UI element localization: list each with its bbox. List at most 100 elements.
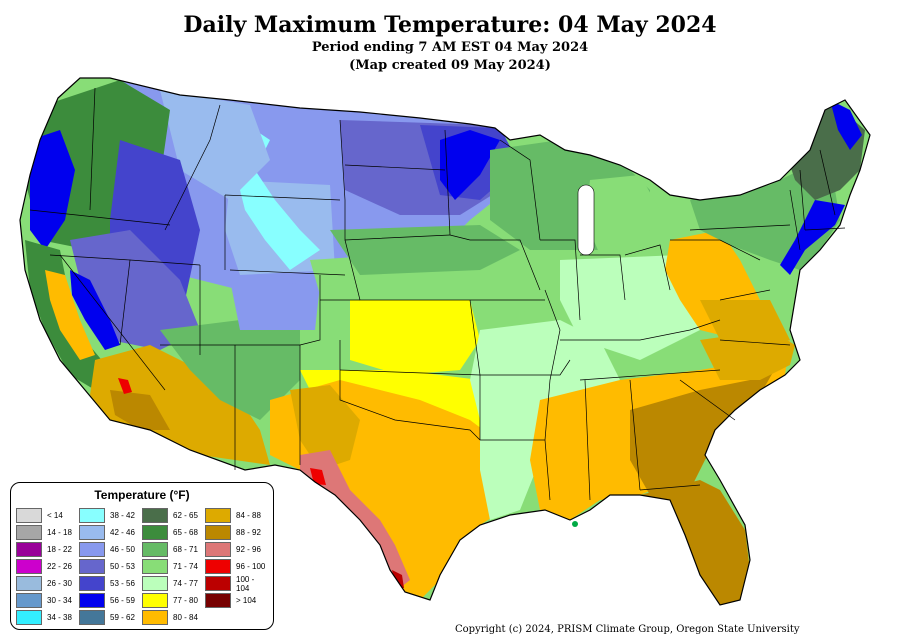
red-river-field <box>440 130 500 200</box>
legend-item: 53 - 56 <box>79 575 142 592</box>
florida-field <box>640 480 750 605</box>
legend-label: 62 - 65 <box>173 511 198 520</box>
legend-swatch <box>142 593 168 608</box>
legend-swatch <box>79 610 105 625</box>
period-subtitle: Period ending 7 AM EST 04 May 2024 <box>311 40 589 55</box>
legend-label: 88 - 92 <box>236 528 261 537</box>
legend-swatch <box>205 542 231 557</box>
virginia-field <box>700 300 790 350</box>
legend-title: Temperature (°F) <box>94 488 190 502</box>
central-valley-field <box>45 270 95 360</box>
island <box>572 521 578 527</box>
legend-swatch <box>205 525 231 540</box>
legend-label: 50 - 53 <box>110 562 135 571</box>
legend-swatch <box>79 559 105 574</box>
desert-southwest-field <box>90 345 270 465</box>
legend-label: > 104 <box>236 596 257 605</box>
legend-item: 14 - 18 <box>16 524 79 541</box>
legend-item: 92 - 96 <box>205 541 268 558</box>
legend-swatch <box>16 610 42 625</box>
page-title: Daily Maximum Temperature: 04 May 2024 <box>183 12 717 38</box>
legend-swatch <box>79 508 105 523</box>
state-boundaries <box>29 87 846 501</box>
legend-label: 56 - 59 <box>110 596 135 605</box>
legend-label: 77 - 80 <box>173 596 198 605</box>
legend-grid: < 14 14 - 18 18 - 22 22 - 26 26 - 30 30 - 34 3… <box>16 507 271 626</box>
legend-label: 80 - 84 <box>173 613 198 622</box>
cascades-field <box>30 130 75 250</box>
legend-item: 46 - 50 <box>79 541 142 558</box>
legend-swatch <box>142 576 168 591</box>
legend-swatch <box>16 542 42 557</box>
legend-item: 96 - 100 <box>205 558 268 575</box>
maine-coast <box>830 100 862 150</box>
legend-label: 38 - 42 <box>110 511 135 520</box>
legend-swatch <box>79 525 105 540</box>
legend-swatch <box>16 508 42 523</box>
legend-item: 38 - 42 <box>79 507 142 524</box>
legend-swatch <box>79 593 105 608</box>
death-valley-hot <box>118 378 132 394</box>
legend-label: 34 - 38 <box>47 613 72 622</box>
legend-swatch <box>142 610 168 625</box>
montana-field <box>160 90 270 200</box>
legend-item: 59 - 62 <box>79 609 142 626</box>
legend-swatch <box>79 542 105 557</box>
legend-item: > 104 <box>205 592 268 609</box>
legend-swatch <box>16 593 42 608</box>
legend-swatch <box>16 525 42 540</box>
michigan-field <box>585 175 660 255</box>
legend-swatch <box>142 508 168 523</box>
legend-label: < 14 <box>47 511 63 520</box>
legend-item: 62 - 65 <box>142 507 205 524</box>
legend-swatch <box>16 576 42 591</box>
legend-item: 65 - 68 <box>142 524 205 541</box>
temperature-legend: Temperature (°F) < 14 14 - 18 18 - 22 22 - … <box>10 482 274 630</box>
legend-item: 100 - 104 <box>205 574 268 593</box>
nebraska-green <box>330 225 520 275</box>
legend-label: 92 - 96 <box>236 545 261 554</box>
legend-label: 74 - 77 <box>173 579 198 588</box>
legend-item: 68 - 71 <box>142 541 205 558</box>
legend-item: 84 - 88 <box>205 507 268 524</box>
legend-label: 96 - 100 <box>236 562 266 571</box>
coastal-cool <box>780 200 845 275</box>
legend-item: 88 - 92 <box>205 524 268 541</box>
legend-label: 26 - 30 <box>47 579 72 588</box>
west-texas-field <box>290 385 360 470</box>
legend-item: 77 - 80 <box>142 592 205 609</box>
legend-label: 14 - 18 <box>47 528 72 537</box>
legend-label: 30 - 34 <box>47 596 72 605</box>
legend-swatch <box>142 525 168 540</box>
legend-label: 100 - 104 <box>236 574 255 593</box>
lower-colorado-field <box>110 390 170 430</box>
legend-swatch <box>205 559 231 574</box>
georgia-field <box>630 360 780 495</box>
legend-swatch <box>205 576 231 591</box>
legend-label: 59 - 62 <box>110 613 135 622</box>
legend-swatch <box>16 559 42 574</box>
legend-label: 68 - 71 <box>173 545 198 554</box>
lake-michigan <box>577 184 595 256</box>
legend-item: 34 - 38 <box>16 609 79 626</box>
legend-label: 22 - 26 <box>47 562 72 571</box>
legend-item: 26 - 30 <box>16 575 79 592</box>
created-subtitle: (Map created 09 May 2024) <box>349 58 551 73</box>
legend-swatch <box>205 508 231 523</box>
legend-label: 18 - 22 <box>47 545 72 554</box>
legend-item: 30 - 34 <box>16 592 79 609</box>
legend-label: 65 - 68 <box>173 528 198 537</box>
legend-swatch <box>142 559 168 574</box>
legend-item: 50 - 53 <box>79 558 142 575</box>
legend-item: 74 - 77 <box>142 575 205 592</box>
legend-label: 84 - 88 <box>236 511 261 520</box>
colorado-field <box>230 280 320 330</box>
legend-swatch <box>205 593 231 608</box>
legend-label: 53 - 56 <box>110 579 135 588</box>
legend-label: 42 - 46 <box>110 528 135 537</box>
legend-item: 42 - 46 <box>79 524 142 541</box>
legend-item: 22 - 26 <box>16 558 79 575</box>
legend-item: < 14 <box>16 507 79 524</box>
legend-item: 80 - 84 <box>142 609 205 626</box>
